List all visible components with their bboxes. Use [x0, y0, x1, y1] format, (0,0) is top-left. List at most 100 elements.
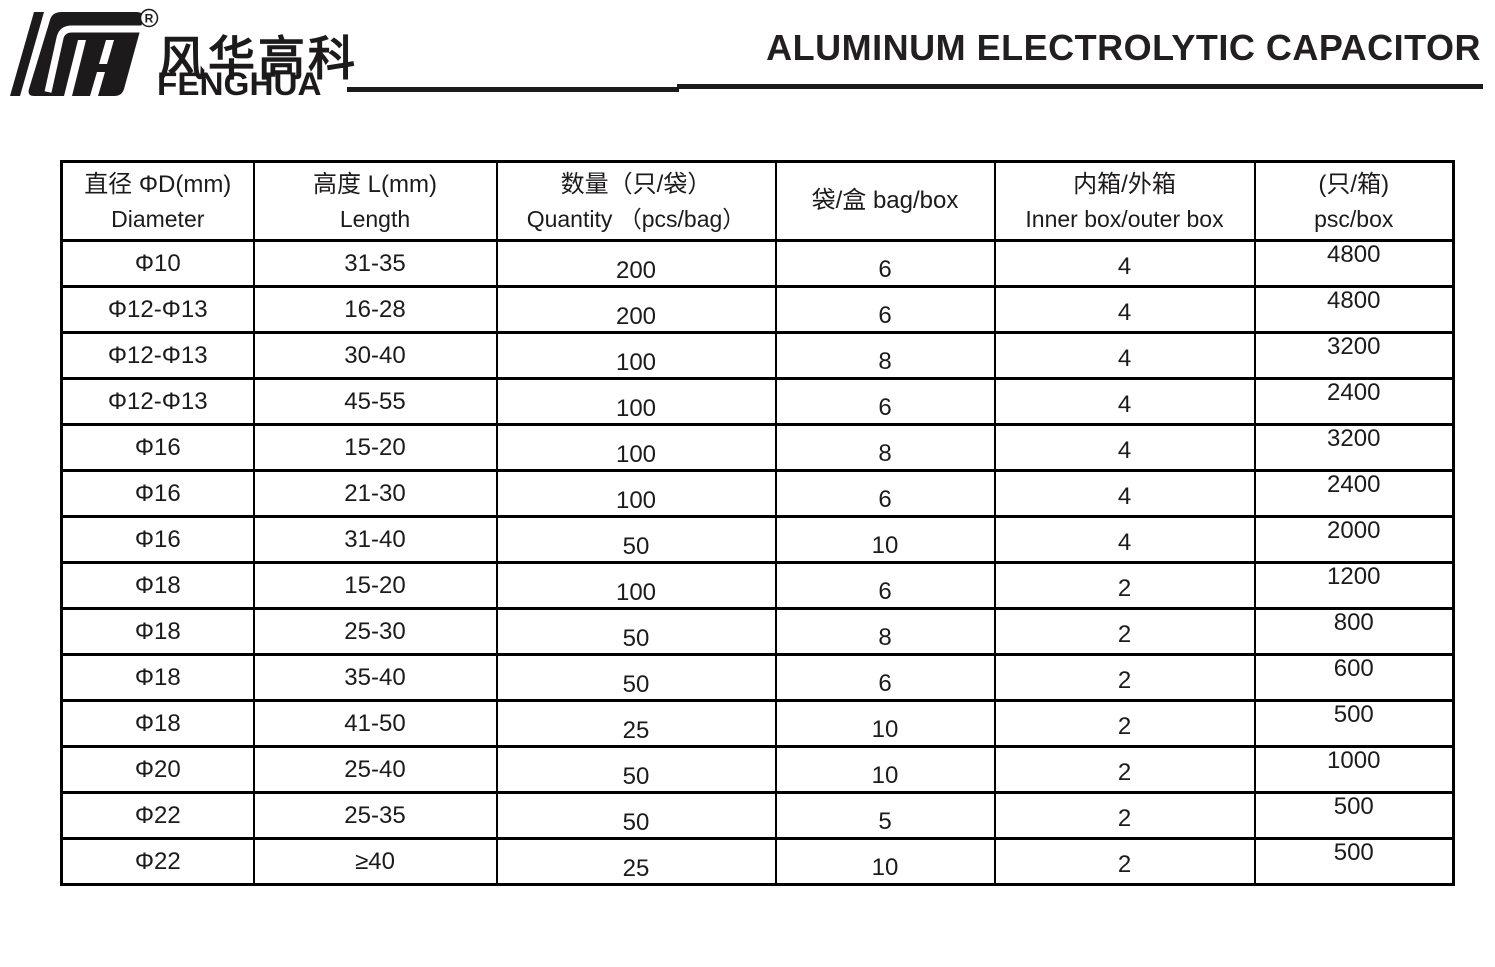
column-header: (只/箱) psc/box [1253, 160, 1455, 242]
table-cell: 10 [774, 699, 996, 748]
table-cell: 3200 [1253, 331, 1455, 380]
cell-value: 25-35 [344, 801, 406, 829]
cell-value: 2 [1117, 666, 1132, 694]
cell-value: 6 [878, 577, 892, 605]
table-cell: 500 [1253, 791, 1455, 840]
cell-value: 31-35 [344, 249, 406, 277]
cell-value: 4 [1117, 344, 1132, 372]
cell-value: 3200 [1327, 424, 1381, 452]
table-cell: 50 [495, 745, 777, 794]
cell-value: 10 [871, 715, 899, 743]
table-cell: Φ22 [60, 837, 255, 886]
table-cell: 2 [993, 561, 1256, 610]
table-cell: 2000 [1253, 515, 1455, 564]
table-cell: 2400 [1253, 377, 1455, 426]
header-divider-left [347, 87, 679, 92]
page-title: ALUMINUM ELECTROLYTIC CAPACITOR [766, 27, 1481, 68]
table-cell: 2400 [1253, 469, 1455, 518]
table-cell: 4 [993, 423, 1256, 472]
table-row: Φ22 ≥40 25 10 2 500 [60, 837, 1455, 886]
column-header: 袋/盒 bag/box [774, 160, 996, 242]
column-header: 直径 ΦD(mm) Diameter [60, 160, 255, 242]
table-cell: 31-35 [252, 239, 498, 288]
table-row: Φ18 15-20 100 6 2 1200 [60, 561, 1455, 610]
table-cell: 10 [774, 745, 996, 794]
column-header-en: Diameter [111, 205, 205, 232]
cell-value: 35-40 [344, 663, 406, 691]
cell-value: 3200 [1327, 332, 1381, 360]
cell-value: 2 [1117, 850, 1132, 878]
cell-value: 6 [878, 669, 892, 697]
cell-value: 100 [615, 348, 657, 376]
cell-value: Φ18 [134, 709, 181, 737]
table-cell: 6 [774, 239, 996, 288]
table-cell: 500 [1253, 837, 1455, 886]
table-cell: 15-20 [252, 561, 498, 610]
table-cell: 8 [774, 423, 996, 472]
table-cell: 2 [993, 607, 1256, 656]
table-row: Φ10 31-35 200 6 4 4800 [60, 239, 1455, 288]
cell-value: 2 [1117, 712, 1132, 740]
cell-value: 100 [615, 486, 657, 514]
cell-value: ≥40 [355, 847, 395, 875]
cell-value: 10 [871, 531, 899, 559]
cell-value: 50 [622, 762, 650, 790]
column-header-en: Length [339, 205, 411, 232]
cell-value: 100 [615, 394, 657, 422]
table-cell: 500 [1253, 699, 1455, 748]
cell-value: Φ18 [134, 617, 181, 645]
table-cell: 50 [495, 515, 777, 564]
cell-value: 15-20 [344, 433, 406, 461]
column-header-cn: 直径 ΦD(mm) [84, 170, 232, 198]
cell-value: 2400 [1327, 470, 1381, 498]
table-cell: 21-30 [252, 469, 498, 518]
cell-value: 6 [878, 255, 892, 283]
table-cell: 31-40 [252, 515, 498, 564]
table-cell: 50 [495, 607, 777, 656]
table-cell: Φ16 [60, 423, 255, 472]
cell-value: Φ12-Φ13 [107, 341, 208, 369]
cell-value: 600 [1333, 654, 1374, 682]
table-cell: 4 [993, 469, 1256, 518]
table-cell: 4 [993, 377, 1256, 426]
cell-value: Φ22 [134, 847, 181, 875]
table-cell: 6 [774, 285, 996, 334]
table-cell: 30-40 [252, 331, 498, 380]
table-cell: 100 [495, 377, 777, 426]
table-header-row: 直径 ΦD(mm) Diameter 高度 L(mm) Length 数量（只/袋） Qu… [60, 160, 1455, 242]
column-header: 高度 L(mm) Length [252, 160, 498, 242]
cell-value: 2 [1117, 574, 1132, 602]
table-cell: 50 [495, 653, 777, 702]
table-row: Φ18 25-30 50 8 2 800 [60, 607, 1455, 656]
table-cell: 800 [1253, 607, 1455, 656]
packing-table-container: 直径 ΦD(mm) Diameter 高度 L(mm) Length 数量（只/袋） Qu… [60, 160, 1455, 886]
table-row: Φ16 15-20 100 8 4 3200 [60, 423, 1455, 472]
table-cell: Φ18 [60, 607, 255, 656]
table-cell: 1200 [1253, 561, 1455, 610]
table-cell: 100 [495, 561, 777, 610]
cell-value: Φ20 [134, 755, 181, 783]
cell-value: Φ22 [134, 801, 181, 829]
cell-value: 15-20 [344, 571, 406, 599]
cell-value: 50 [622, 532, 650, 560]
header-divider-right [677, 84, 1483, 89]
table-cell: Φ18 [60, 561, 255, 610]
table-cell: Φ12-Φ13 [60, 285, 255, 334]
cell-value: 4 [1117, 298, 1132, 326]
table-cell: 3200 [1253, 423, 1455, 472]
table-cell: 200 [495, 239, 777, 288]
table-cell: 45-55 [252, 377, 498, 426]
column-header: 内箱/外箱 Inner box/outer box [993, 160, 1256, 242]
cell-value: 4800 [1327, 240, 1381, 268]
column-header-cn: 数量（只/袋） [560, 170, 712, 198]
table-cell: 25-30 [252, 607, 498, 656]
column-header-en: Inner box/outer box [1025, 205, 1224, 232]
cell-value: Φ16 [134, 525, 181, 553]
cell-value: 4800 [1327, 286, 1381, 314]
table-cell: 25 [495, 837, 777, 886]
cell-value: 1200 [1327, 562, 1381, 590]
cell-value: 41-50 [344, 709, 406, 737]
table-row: Φ22 25-35 50 5 2 500 [60, 791, 1455, 840]
table-cell: 2 [993, 653, 1256, 702]
table-cell: 4 [993, 331, 1256, 380]
